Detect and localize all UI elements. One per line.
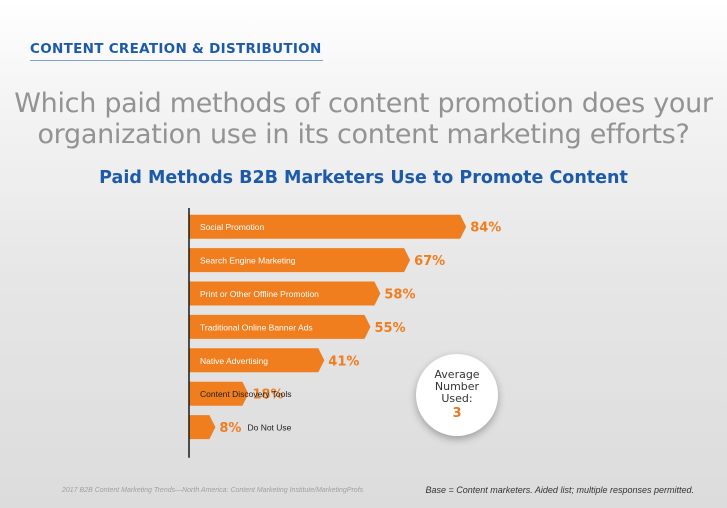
average-value: 3 (452, 406, 462, 421)
category-label-5: Native Advertising (200, 356, 268, 366)
chart-title: Paid Methods B2B Marketers Use to Promot… (99, 168, 628, 188)
section-divider (30, 60, 323, 61)
category-label-3: Print or Other Offline Promotion (200, 289, 319, 299)
bar-3 (189, 281, 381, 306)
bar-5 (189, 348, 325, 373)
category-label-1: Social Promotion (200, 222, 265, 232)
bar-value-label-6: 18% (252, 388, 283, 403)
category-label-4: Traditional Online Banner Ads (200, 322, 313, 332)
category-label-2: Search Engine Marketing (200, 256, 296, 266)
survey-question: Which paid methods of content promotion … (14, 88, 713, 150)
bar-value-label-2: 67% (414, 254, 445, 269)
base-note: Base = Content marketers. Aided list; mu… (425, 485, 694, 495)
bar-2 (189, 248, 411, 273)
bar-7 (189, 415, 216, 440)
bar-4 (189, 314, 371, 339)
category-label-7: Do Not Use (247, 423, 291, 433)
bar-value-label-1: 84% (470, 221, 501, 236)
bar-value-label-5: 41% (328, 354, 359, 369)
source-note: 2017 B2B Content Marketing Trends—North … (62, 487, 364, 494)
bar-value-label-4: 55% (375, 321, 406, 336)
bar-value-label-3: 58% (384, 288, 415, 303)
section-title: CONTENT CREATION & DISTRIBUTION (30, 41, 322, 57)
average-number-badge: Average Number Used: 3 (416, 354, 498, 436)
bar-1 (189, 214, 467, 239)
category-label-6: Content Discovery Tools (200, 389, 292, 399)
average-label: Average Number Used: (434, 368, 480, 405)
bar-value-label-7: 8% (219, 421, 241, 436)
bar-6 (189, 381, 249, 406)
